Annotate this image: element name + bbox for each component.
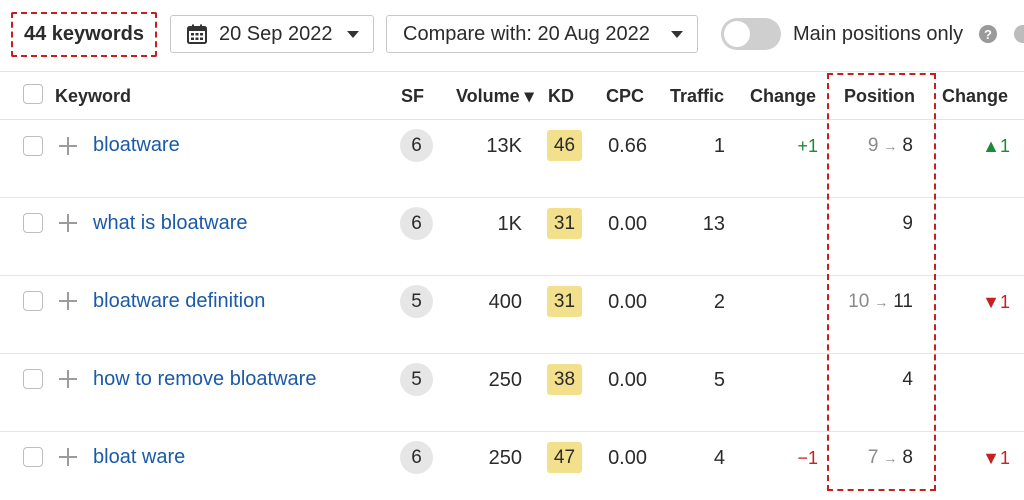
cpc-value: 0.00 bbox=[608, 369, 647, 391]
volume-value: 1K bbox=[497, 213, 522, 235]
col-header-position-change[interactable]: Change bbox=[942, 86, 1009, 106]
calendar-icon bbox=[187, 24, 207, 44]
plus-icon[interactable] bbox=[59, 137, 77, 155]
position-cell: 10 → 11 bbox=[783, 291, 913, 313]
help-icon[interactable]: ? bbox=[979, 25, 997, 43]
traffic-value: 1 bbox=[713, 135, 725, 157]
row-checkbox[interactable] bbox=[23, 369, 43, 389]
compare-label: Compare with: 20 Aug 2022 bbox=[403, 22, 650, 45]
position-old: 10 bbox=[848, 291, 870, 312]
col-header-sf[interactable]: SF bbox=[401, 86, 425, 106]
row-divider bbox=[0, 197, 1024, 198]
position-cell: 4 bbox=[783, 369, 913, 391]
sf-badge[interactable]: 5 bbox=[400, 285, 433, 318]
plus-icon[interactable] bbox=[59, 370, 77, 388]
kd-badge: 38 bbox=[547, 364, 582, 395]
volume-value: 400 bbox=[488, 291, 522, 313]
position-cell: 7 → 8 bbox=[783, 447, 913, 469]
volume-value: 250 bbox=[488, 369, 522, 391]
keyword-link[interactable]: bloatware bbox=[93, 134, 180, 156]
traffic-change: +1 bbox=[797, 136, 818, 156]
sf-badge[interactable]: 5 bbox=[400, 363, 433, 396]
keyword-link[interactable]: bloat ware bbox=[93, 446, 186, 468]
keyword-link[interactable]: what is bloatware bbox=[93, 212, 248, 234]
more-options-icon[interactable] bbox=[1014, 25, 1024, 43]
col-header-keyword[interactable]: Keyword bbox=[55, 86, 132, 106]
header-bottom-divider bbox=[0, 119, 1024, 120]
col-header-cpc[interactable]: CPC bbox=[606, 86, 645, 106]
date-label: 20 Sep 2022 bbox=[219, 22, 333, 45]
position-old: 9 bbox=[867, 135, 879, 156]
position-change-down: ▼1 bbox=[982, 292, 1010, 312]
kd-badge: 31 bbox=[547, 286, 582, 317]
position-new: 4 bbox=[902, 369, 913, 390]
sf-badge[interactable]: 6 bbox=[400, 441, 433, 474]
header-top-divider bbox=[0, 71, 1024, 72]
main-positions-toggle[interactable] bbox=[721, 18, 781, 50]
col-header-position[interactable]: Position bbox=[844, 86, 915, 106]
volume-value: 13K bbox=[486, 135, 522, 157]
traffic-value: 5 bbox=[713, 369, 725, 391]
col-header-traffic-change[interactable]: Change bbox=[750, 86, 817, 106]
volume-value: 250 bbox=[488, 447, 522, 469]
chevron-down-icon bbox=[347, 30, 359, 38]
compare-date-button[interactable]: Compare with: 20 Aug 2022 bbox=[386, 15, 698, 53]
kd-badge: 31 bbox=[547, 208, 582, 239]
cpc-value: 0.00 bbox=[608, 213, 647, 235]
sf-badge[interactable]: 6 bbox=[400, 207, 433, 240]
keyword-count: 44 keywords bbox=[11, 12, 157, 57]
row-divider bbox=[0, 431, 1024, 432]
col-header-kd[interactable]: KD bbox=[548, 86, 574, 106]
position-cell: 9 → 8 bbox=[783, 135, 913, 157]
position-cell: 9 bbox=[783, 213, 913, 235]
traffic-value: 13 bbox=[702, 213, 725, 235]
row-divider bbox=[0, 275, 1024, 276]
sf-badge[interactable]: 6 bbox=[400, 129, 433, 162]
row-checkbox[interactable] bbox=[23, 136, 43, 156]
cpc-value: 0.00 bbox=[608, 291, 647, 313]
chevron-down-icon bbox=[671, 30, 683, 38]
arrow-right-icon: → bbox=[883, 450, 898, 466]
position-new: 8 bbox=[902, 447, 913, 468]
kd-badge: 47 bbox=[547, 442, 582, 473]
cpc-value: 0.00 bbox=[608, 447, 647, 469]
row-checkbox[interactable] bbox=[23, 447, 43, 467]
position-old: 7 bbox=[867, 447, 879, 468]
position-change-down: ▼1 bbox=[982, 448, 1010, 468]
plus-icon[interactable] bbox=[59, 292, 77, 310]
col-header-volume[interactable]: Volume ▾ bbox=[456, 86, 534, 106]
toggle-knob bbox=[724, 21, 750, 47]
position-new: 8 bbox=[902, 135, 913, 156]
date-picker-button[interactable]: 20 Sep 2022 bbox=[170, 15, 374, 53]
kd-badge: 46 bbox=[547, 130, 582, 161]
plus-icon[interactable] bbox=[59, 214, 77, 232]
row-checkbox[interactable] bbox=[23, 213, 43, 233]
traffic-change: −1 bbox=[797, 448, 818, 468]
main-positions-label: Main positions only bbox=[793, 23, 964, 45]
position-new: 9 bbox=[902, 213, 913, 234]
row-checkbox[interactable] bbox=[23, 291, 43, 311]
traffic-value: 2 bbox=[713, 291, 725, 313]
col-header-traffic[interactable]: Traffic bbox=[670, 86, 725, 106]
arrow-right-icon: → bbox=[874, 294, 889, 310]
keyword-link[interactable]: how to remove bloatware bbox=[93, 368, 317, 390]
cpc-value: 0.66 bbox=[608, 135, 647, 157]
position-new: 11 bbox=[893, 291, 913, 312]
position-change-up: ▲1 bbox=[982, 136, 1010, 156]
arrow-right-icon: → bbox=[883, 138, 898, 154]
plus-icon[interactable] bbox=[59, 448, 77, 466]
select-all-checkbox[interactable] bbox=[23, 84, 43, 104]
keyword-link[interactable]: bloatware definition bbox=[93, 290, 266, 312]
traffic-value: 4 bbox=[713, 447, 725, 469]
row-divider bbox=[0, 353, 1024, 354]
